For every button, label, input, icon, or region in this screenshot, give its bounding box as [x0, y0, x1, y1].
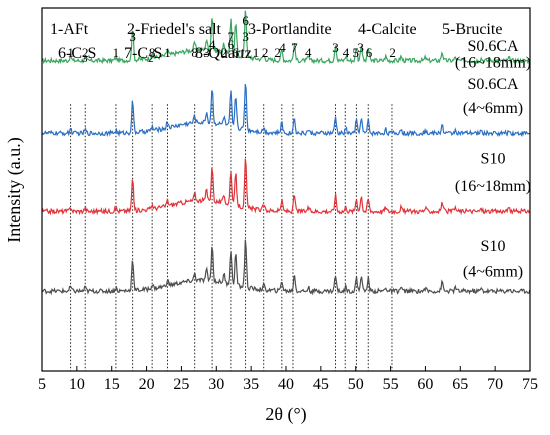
peak-label: 6 — [228, 37, 235, 52]
peak-label: 5 — [352, 45, 359, 60]
series-label: S10 — [481, 238, 506, 255]
series-label: S0.6CA — [467, 76, 519, 93]
peak-label: 6 — [366, 45, 373, 60]
x-axis-ticks: 5 10 15 20 25 30 35 40 45 50 55 60 65 70 75 — [38, 366, 538, 393]
peak-label: 3 — [357, 40, 364, 55]
peak-label: 8 — [149, 45, 156, 60]
phase-legend-item: 6-C3S — [58, 45, 96, 65]
reference-lines — [70, 104, 393, 371]
phase-legend: 1-AFt 2-Friedel's salt 3-Portlandite 4-Calc… — [50, 21, 502, 65]
peak-label: 4 — [305, 45, 312, 60]
peak-label: 2 — [274, 45, 281, 60]
peak-label: 1 — [253, 45, 260, 60]
x-tick-label: 60 — [417, 376, 433, 393]
phase-legend-item: 3-Portlandite — [248, 21, 332, 38]
series-label-range: (4~6mm) — [463, 100, 523, 117]
series-label: S10 — [481, 151, 506, 168]
series-curves — [41, 10, 531, 296]
x-tick-label: 40 — [278, 376, 294, 393]
peak-label: 3 — [129, 29, 136, 44]
peak-label: 2 — [262, 45, 269, 60]
peak-label: 4 — [279, 40, 286, 55]
series-label-range: (16~18mm) — [455, 55, 531, 72]
x-tick-label: 25 — [173, 376, 189, 393]
peak-label: 7 — [291, 40, 298, 55]
peak-label: 2 — [221, 45, 228, 60]
x-tick-label: 15 — [104, 376, 120, 393]
x-tick-label: 5 — [38, 376, 46, 393]
peak-label: 1 — [113, 45, 120, 60]
x-tick-label: 30 — [208, 376, 224, 393]
x-tick-label: 20 — [139, 376, 155, 393]
peak-label: 3 — [242, 29, 249, 44]
phase-legend-item: 5-Brucite — [442, 21, 502, 38]
peak-label: 6 — [233, 45, 240, 60]
x-tick-label: 45 — [313, 376, 329, 393]
series-line — [41, 10, 531, 65]
peak-label: 3 — [332, 40, 339, 55]
peak-label: 1 — [164, 45, 171, 60]
series-line — [41, 158, 531, 216]
phase-legend-item: 1-AFt — [50, 21, 89, 38]
peak-label: 4 — [343, 45, 350, 60]
peak-label: 2 — [82, 45, 89, 60]
y-axis-label: Intensity (a.u.) — [4, 137, 25, 242]
x-tick-label: 10 — [69, 376, 85, 393]
x-tick-label: 35 — [243, 376, 259, 393]
phase-legend-item: 4-Calcite — [358, 21, 417, 38]
x-tick-label: 75 — [522, 376, 538, 393]
series-labels: S0.6CA(16~18mm)S0.6CA(4~6mm)S10(16~18mm)… — [455, 38, 531, 280]
phase-legend-item: 2-Friedel's salt — [127, 21, 222, 38]
phase-legend-item: 7-C2S — [124, 45, 162, 65]
x-axis-label: 2θ (°) — [265, 404, 306, 425]
series-label-range: (16~18mm) — [455, 178, 531, 195]
x-tick-label: 65 — [452, 376, 468, 393]
peak-label: 6 — [242, 13, 249, 28]
series-label-range: (4~6mm) — [463, 263, 523, 280]
series-label: S0.6CA — [467, 38, 519, 55]
peak-label: 1 — [67, 45, 74, 60]
peak-label: 8 — [191, 45, 198, 60]
series-line — [41, 239, 531, 296]
peak-label: 7 — [228, 29, 235, 44]
x-tick-label: 70 — [487, 376, 503, 393]
peak-label: 4 — [209, 37, 216, 52]
x-tick-label: 50 — [348, 376, 364, 393]
series-line — [41, 84, 531, 138]
peak-label: 2 — [389, 45, 396, 60]
x-tick-label: 55 — [383, 376, 399, 393]
phase-legend-item: 8-Quartz — [195, 45, 252, 62]
peak-label: 3 — [203, 45, 210, 60]
